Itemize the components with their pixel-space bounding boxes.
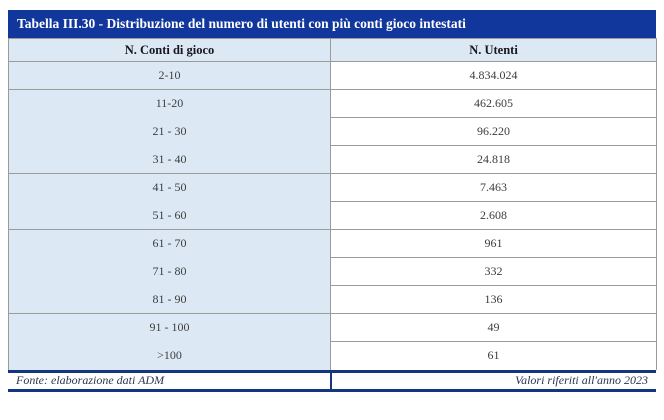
table-row: 51 - 60 2.608 — [8, 201, 657, 230]
table-row: 11-20 462.605 — [8, 89, 657, 118]
range-cell: 81 - 90 — [8, 285, 331, 314]
range-cell: 11-20 — [8, 89, 331, 118]
table-title: Tabella III.30 - Distribuzione del numer… — [8, 10, 656, 38]
range-cell: 21 - 30 — [8, 117, 331, 146]
users-cell: 136 — [330, 285, 657, 314]
table-row: 41 - 50 7.463 — [8, 173, 657, 202]
users-cell: 96.220 — [330, 117, 657, 146]
users-cell: 7.463 — [330, 173, 657, 202]
col-header-utenti: N. Utenti — [330, 38, 657, 62]
col-header-conti-di-gioco: N. Conti di gioco — [8, 38, 331, 62]
footer-note: Valori riferiti all'anno 2023 — [330, 372, 656, 389]
range-cell: 31 - 40 — [8, 145, 331, 174]
data-table: N. Conti di gioco N. Utenti 2-10 4.834.0… — [8, 38, 657, 370]
table-row: 2-10 4.834.024 — [8, 61, 657, 90]
table-row: 81 - 90 136 — [8, 285, 657, 314]
table-footer: Fonte: elaborazione dati ADM Valori rife… — [8, 369, 656, 392]
table-row: 71 - 80 332 — [8, 257, 657, 286]
users-cell: 961 — [330, 229, 657, 258]
range-cell: 61 - 70 — [8, 229, 331, 258]
table-row: 31 - 40 24.818 — [8, 145, 657, 174]
users-cell: 462.605 — [330, 89, 657, 118]
users-cell: 24.818 — [330, 145, 657, 174]
range-cell: 71 - 80 — [8, 257, 331, 286]
range-cell: >100 — [8, 341, 331, 370]
users-cell: 61 — [330, 341, 657, 370]
range-cell: 41 - 50 — [8, 173, 331, 202]
footer-source: Fonte: elaborazione dati ADM — [16, 373, 165, 387]
table-row: >100 61 — [8, 341, 657, 370]
range-cell: 51 - 60 — [8, 201, 331, 230]
range-cell: 2-10 — [8, 61, 331, 90]
table-row: 61 - 70 961 — [8, 229, 657, 258]
table-row: 91 - 100 49 — [8, 313, 657, 342]
users-cell: 332 — [330, 257, 657, 286]
table-container: Tabella III.30 - Distribuzione del numer… — [8, 10, 657, 392]
users-cell: 2.608 — [330, 201, 657, 230]
range-cell: 91 - 100 — [8, 313, 331, 342]
users-cell: 4.834.024 — [330, 61, 657, 90]
header-row: N. Conti di gioco N. Utenti — [8, 38, 657, 62]
users-cell: 49 — [330, 313, 657, 342]
table-row: 21 - 30 96.220 — [8, 117, 657, 146]
